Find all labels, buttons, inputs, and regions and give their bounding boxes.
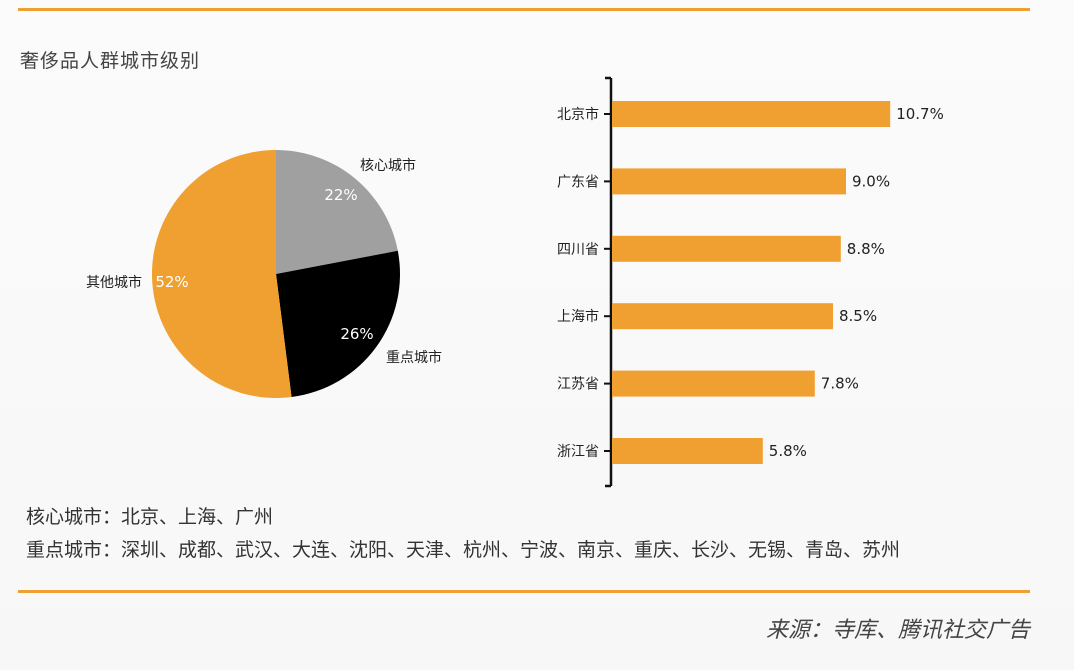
pie-slice-label: 核心城市 — [360, 157, 416, 174]
key-cities-note: 重点城市：深圳、成都、武汉、大连、沈阳、天津、杭州、宁波、南京、重庆、长沙、无锡… — [26, 539, 901, 561]
bottom-divider — [18, 590, 1030, 593]
bar-category-label: 四川省 — [557, 242, 599, 258]
pie-slice — [276, 250, 400, 398]
source-note: 来源：寺库、腾讯社交广告 — [765, 618, 1030, 643]
bar — [612, 168, 846, 195]
bar-category-label: 广东省 — [557, 174, 599, 190]
bar — [612, 303, 833, 330]
bar-value-label: 8.5% — [839, 307, 877, 325]
chart-title: 奢侈品人群城市级别 — [20, 50, 201, 72]
bar — [612, 101, 891, 127]
pie-slice-value-label: 22% — [324, 186, 357, 204]
bar-category-label: 上海市 — [557, 308, 599, 325]
bar-value-label: 10.7% — [896, 105, 944, 123]
top-divider — [18, 8, 1030, 11]
bar-category-label: 浙江省 — [557, 444, 599, 460]
pie-slice-label: 重点城市 — [386, 349, 442, 366]
bar-category-label: 北京市 — [557, 106, 599, 123]
bar-value-label: 5.8% — [769, 442, 807, 460]
bar — [612, 438, 763, 464]
bar-value-label: 7.8% — [821, 375, 859, 393]
pie-slice-label: 其他城市 — [86, 274, 142, 291]
bar — [612, 370, 815, 397]
bar — [612, 235, 841, 262]
pie-slice — [276, 150, 398, 274]
pie-slice — [151, 150, 292, 398]
bar-value-label: 8.8% — [847, 240, 885, 258]
pie-slice-value-label: 26% — [340, 325, 373, 343]
core-cities-note: 核心城市：北京、上海、广州 — [26, 506, 274, 528]
bar-category-label: 江苏省 — [557, 377, 599, 393]
pie-slice-value-label: 52% — [155, 273, 188, 291]
bar-value-label: 9.0% — [852, 172, 890, 190]
